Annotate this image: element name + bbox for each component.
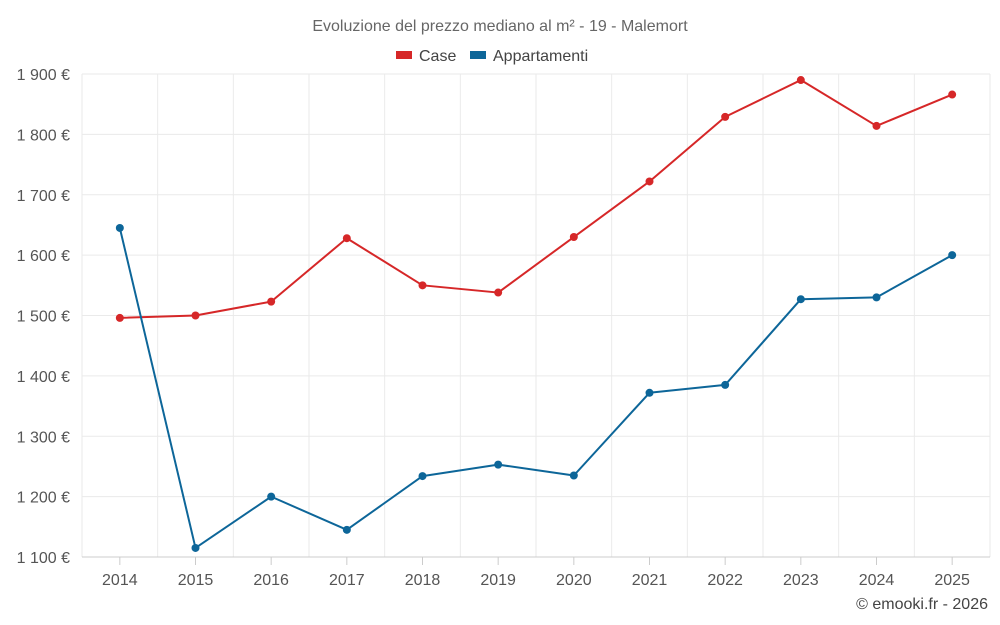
series-appartamenti bbox=[115, 223, 957, 552]
x-tick-label: 2019 bbox=[480, 572, 516, 589]
y-tick-label: 1 200 € bbox=[17, 490, 70, 507]
x-tick-label: 2018 bbox=[405, 572, 441, 589]
x-tick-label: 2025 bbox=[934, 572, 970, 589]
data-point-appartamenti-2016[interactable] bbox=[267, 492, 276, 501]
y-axis: 1 100 € 1 200 € 1 300 € 1 400 € 1 500 € 1 600… bbox=[17, 67, 70, 567]
data-point-appartamenti-2015[interactable] bbox=[191, 543, 200, 552]
x-tick-label: 2023 bbox=[783, 572, 819, 589]
x-tick-label: 2021 bbox=[632, 572, 668, 589]
legend[interactable]: Case Appartamenti bbox=[396, 48, 588, 65]
data-point-appartamenti-2019[interactable] bbox=[494, 460, 503, 469]
data-point-case-2016[interactable] bbox=[267, 297, 276, 306]
data-point-appartamenti-2018[interactable] bbox=[418, 472, 427, 481]
y-tick-label: 1 700 € bbox=[17, 188, 70, 205]
x-tick-label: 2017 bbox=[329, 572, 365, 589]
y-tick-label: 1 100 € bbox=[17, 550, 70, 567]
chart-title: Evoluzione del prezzo mediano al m² - 19… bbox=[312, 18, 688, 35]
data-point-appartamenti-2014[interactable] bbox=[115, 223, 124, 232]
legend-label-appartamenti: Appartamenti bbox=[493, 48, 588, 65]
credit-text: © emooki.fr - 2026 bbox=[856, 596, 988, 613]
x-tick-label: 2022 bbox=[707, 572, 743, 589]
x-tick-label: 2016 bbox=[253, 572, 289, 589]
legend-swatch-appartamenti bbox=[470, 51, 486, 59]
data-point-case-2015[interactable] bbox=[191, 311, 200, 320]
data-point-appartamenti-2021[interactable] bbox=[645, 388, 654, 397]
y-tick-label: 1 300 € bbox=[17, 429, 70, 446]
data-point-case-2023[interactable] bbox=[796, 76, 805, 85]
x-tick-label: 2020 bbox=[556, 572, 592, 589]
data-point-case-2024[interactable] bbox=[872, 121, 881, 130]
series-case bbox=[115, 76, 957, 322]
data-point-case-2021[interactable] bbox=[645, 177, 654, 186]
series-line-case bbox=[119, 79, 953, 319]
y-tick-label: 1 400 € bbox=[17, 369, 70, 386]
data-point-case-2022[interactable] bbox=[721, 112, 730, 121]
data-point-case-2018[interactable] bbox=[418, 281, 427, 290]
data-point-appartamenti-2017[interactable] bbox=[342, 525, 351, 534]
legend-item-case[interactable]: Case bbox=[396, 48, 456, 65]
legend-item-appartamenti[interactable]: Appartamenti bbox=[470, 48, 588, 65]
data-point-appartamenti-2023[interactable] bbox=[796, 295, 805, 304]
data-point-appartamenti-2025[interactable] bbox=[948, 251, 957, 260]
data-point-appartamenti-2022[interactable] bbox=[721, 380, 730, 389]
data-point-appartamenti-2024[interactable] bbox=[872, 293, 881, 302]
y-tick-label: 1 600 € bbox=[17, 248, 70, 265]
x-tick-label: 2015 bbox=[178, 572, 214, 589]
data-point-case-2019[interactable] bbox=[494, 288, 503, 297]
x-axis: 2014 2015 2016 2017 2018 2019 2020 2021 2022 2023… bbox=[82, 556, 990, 589]
y-tick-label: 1 500 € bbox=[17, 309, 70, 326]
data-point-case-2017[interactable] bbox=[342, 234, 351, 243]
data-point-appartamenti-2020[interactable] bbox=[569, 471, 578, 480]
y-tick-label: 1 800 € bbox=[17, 127, 70, 144]
data-point-case-2025[interactable] bbox=[948, 90, 957, 99]
legend-label-case: Case bbox=[419, 48, 456, 65]
series-layer bbox=[115, 76, 957, 552]
y-tick-label: 1 900 € bbox=[17, 67, 70, 84]
data-point-case-2014[interactable] bbox=[115, 313, 124, 322]
x-tick-label: 2014 bbox=[102, 572, 138, 589]
gridlines bbox=[81, 73, 991, 557]
x-tick-label: 2024 bbox=[859, 572, 895, 589]
legend-swatch-case bbox=[396, 51, 412, 59]
data-point-case-2020[interactable] bbox=[569, 233, 578, 242]
series-line-appartamenti bbox=[118, 227, 953, 549]
